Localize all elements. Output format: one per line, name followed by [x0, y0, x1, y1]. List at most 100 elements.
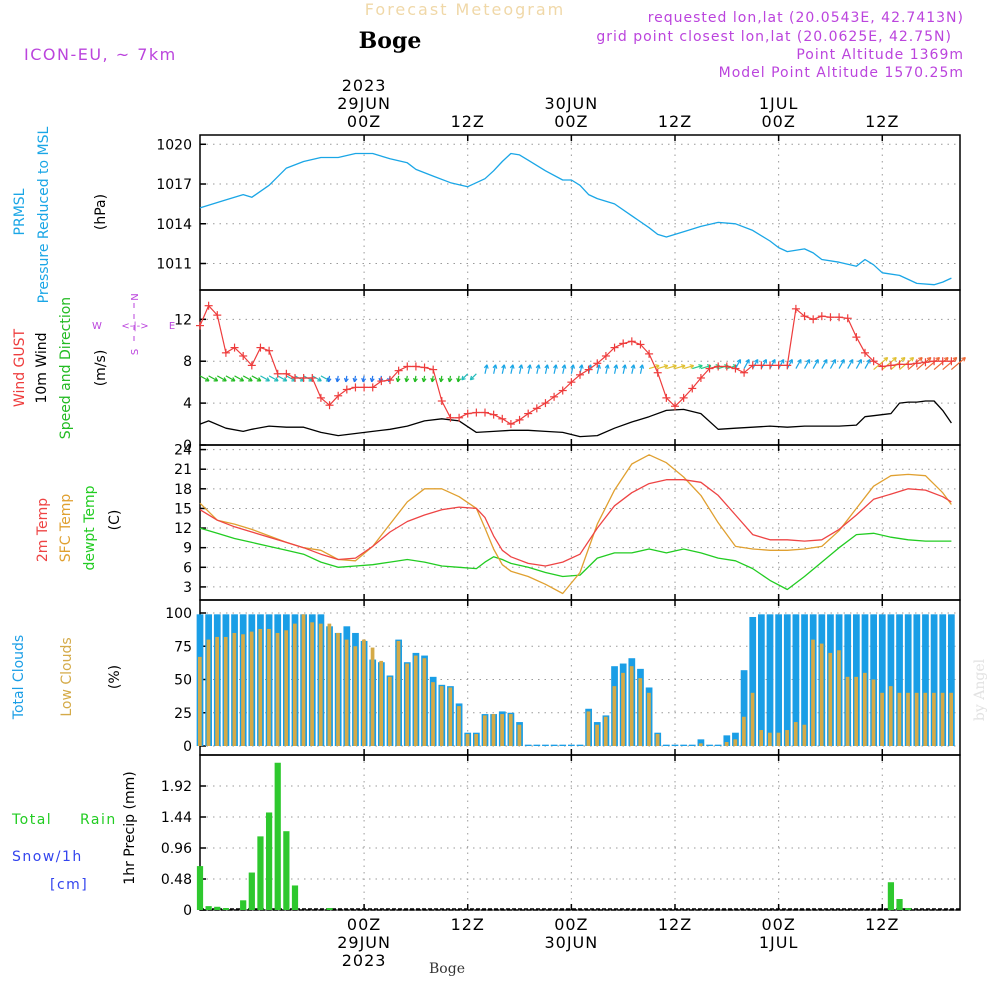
precip-frame: [200, 755, 960, 910]
low-cloud-bar: [440, 686, 444, 746]
total-cloud-bar: [706, 745, 713, 746]
time-label-top: 12Z: [658, 112, 692, 131]
y-tick-label: 25: [174, 706, 192, 722]
time-label-top: 30JUN: [544, 94, 598, 113]
app-title: Forecast Meteogram: [365, 0, 565, 19]
pressure-label-prmsl: PRMSL: [12, 188, 28, 235]
point-altitude: Point Altitude 1369m: [796, 47, 964, 63]
time-label-top: 00Z: [761, 112, 795, 131]
y-tick-label: 0.48: [161, 872, 192, 888]
rain-bar: [283, 831, 289, 910]
grid-point: grid point closest lon,lat (20.0625E, 42…: [596, 29, 952, 45]
clouds-unit: (%): [107, 665, 123, 689]
low-cloud-bar: [518, 725, 522, 746]
time-label-top: 00Z: [554, 112, 588, 131]
y-tick-label: 1020: [156, 137, 192, 153]
low-cloud-bar: [466, 734, 470, 746]
rain-bar: [275, 763, 281, 910]
wind-arrow-shaft: [951, 358, 965, 370]
temp-label-2m: 2m Temp: [35, 498, 51, 562]
low-cloud-bar: [785, 730, 789, 746]
wind-arrow-head: [690, 365, 694, 366]
time-label-bottom: 2023: [342, 951, 387, 970]
time-label-bottom: 29JUN: [337, 933, 391, 952]
y-tick-label: 1014: [156, 217, 192, 233]
temperature-plot: [200, 455, 951, 594]
y-tick-label: 21: [174, 462, 192, 478]
total-cloud-bar: [533, 745, 540, 746]
low-cloud-bar: [820, 644, 824, 746]
y-tick-label: 12: [174, 312, 192, 328]
rain-bar: [266, 812, 272, 910]
clouds-label-low: Low Clouds: [59, 637, 75, 716]
wind-label-gust: Wind GUST: [12, 328, 28, 407]
low-cloud-bar: [224, 637, 228, 746]
compass-s: S: [130, 349, 141, 355]
low-cloud-bar: [595, 725, 599, 746]
low-cloud-bar: [492, 714, 496, 746]
low-cloud-bar: [932, 693, 936, 746]
pressure-grid: [200, 135, 960, 290]
low-cloud-bar: [233, 633, 237, 746]
low-cloud-bar: [241, 634, 245, 746]
low-cloud-bar: [854, 677, 858, 746]
y-tick-label: 3: [183, 580, 192, 596]
low-cloud-bar: [258, 629, 262, 746]
low-cloud-bar: [889, 686, 893, 746]
wind-label-speed-dir: Speed and Direction: [58, 297, 74, 439]
low-cloud-bar: [837, 650, 841, 746]
wind-arrow-head: [655, 365, 659, 366]
low-cloud-bar: [414, 656, 418, 746]
precip-axis-title: 1hr Precip (mm): [122, 771, 138, 884]
low-cloud-bar: [863, 673, 867, 746]
sfc-temp-line: [200, 455, 951, 594]
dewpt-temp-line: [200, 528, 951, 589]
time-label-bottom: 30JUN: [544, 933, 598, 952]
watermark: by Angel: [972, 658, 988, 721]
temp-label-sfc: SFC Temp: [58, 494, 74, 563]
low-cloud-bar: [215, 637, 219, 746]
low-cloud-bar: [431, 682, 435, 746]
low-cloud-bar: [388, 677, 392, 746]
y-tick-label: 50: [174, 673, 192, 689]
y-tick-label: 75: [174, 639, 192, 655]
wind-arrow-head: [672, 365, 676, 366]
low-cloud-bar: [276, 633, 280, 746]
low-cloud-bar: [613, 686, 617, 746]
low-cloud-bar: [336, 633, 340, 746]
total-cloud-bar: [568, 745, 575, 746]
precip-grid: [200, 755, 960, 910]
low-cloud-bar: [379, 661, 383, 746]
low-cloud-bar: [725, 742, 729, 746]
temp-unit: (C): [107, 510, 123, 531]
low-cloud-bar: [621, 673, 625, 746]
prmsl-line: [200, 154, 951, 285]
wind-arrow-head: [681, 365, 685, 366]
low-cloud-bar: [949, 693, 953, 746]
total-cloud-bar: [663, 745, 670, 746]
low-cloud-bar: [423, 658, 427, 746]
total-cloud-bar: [525, 745, 532, 746]
wind-arrow-shaft: [891, 358, 905, 370]
total-cloud-bar: [551, 745, 558, 746]
low-cloud-bar: [898, 693, 902, 746]
total-cloud-bar: [672, 745, 679, 746]
wind-arrow-head: [698, 365, 702, 366]
low-cloud-bar: [638, 678, 642, 746]
wind-arrow-head: [936, 358, 940, 359]
clouds-plot: [197, 614, 955, 746]
low-cloud-bar: [846, 677, 850, 746]
compass-e: E: [169, 321, 175, 332]
time-label-top: 12Z: [451, 112, 485, 131]
y-tick-label: 0.96: [161, 841, 192, 857]
low-cloud-bar: [353, 646, 357, 746]
low-cloud-bar: [777, 733, 781, 746]
low-cloud-bar: [699, 743, 703, 746]
time-label-top: 1JUL: [759, 94, 799, 113]
wind-arrow-shaft: [943, 358, 957, 370]
compass-row: <-|->: [121, 321, 148, 332]
total-cloud-bar: [767, 614, 774, 746]
